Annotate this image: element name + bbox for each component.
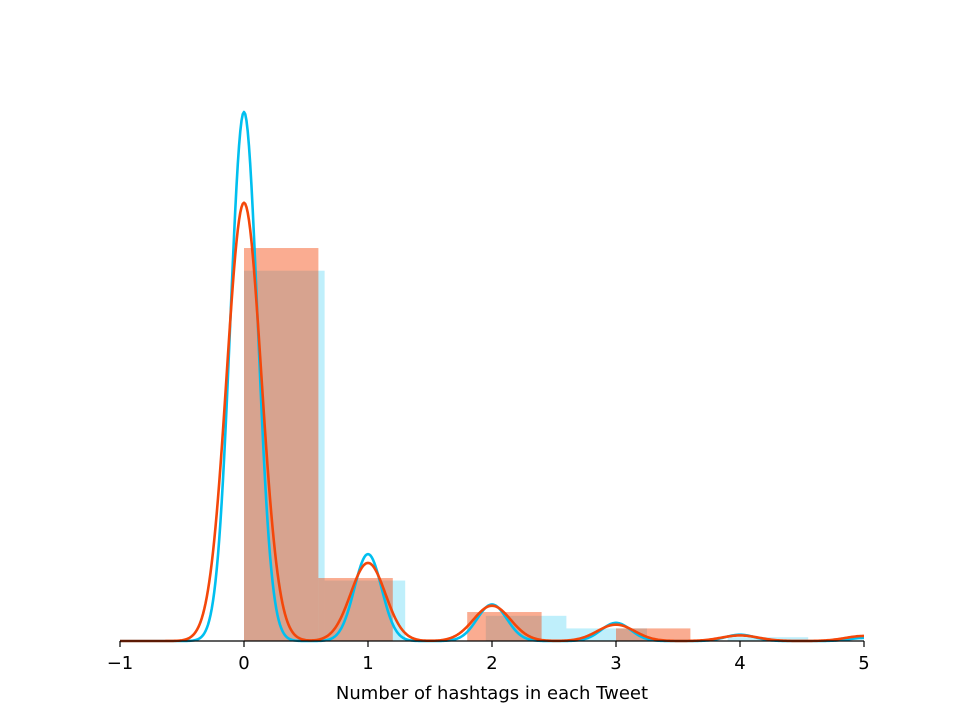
x-axis: −1 0 1 2 3 4 5 [107, 640, 870, 674]
kde-curves [119, 110, 865, 643]
x-axis-label: Number of hashtags in each Tweet [336, 683, 648, 704]
histogram-bars [244, 248, 809, 641]
histogram-bar-series0-bin3 [485, 615, 567, 641]
kde-curve-series1 [119, 201, 865, 643]
x-tick-label: −1 [107, 653, 134, 674]
x-tick-label: 3 [610, 653, 621, 674]
x-tick-label: 0 [238, 653, 249, 674]
histogram-bar-series1-bin0 [244, 248, 319, 641]
x-tick-label: 5 [858, 653, 869, 674]
kde-curve-series0 [119, 110, 865, 643]
x-tick-label: 4 [734, 653, 745, 674]
x-tick-label: 1 [362, 653, 373, 674]
x-tick-label: 2 [486, 653, 497, 674]
